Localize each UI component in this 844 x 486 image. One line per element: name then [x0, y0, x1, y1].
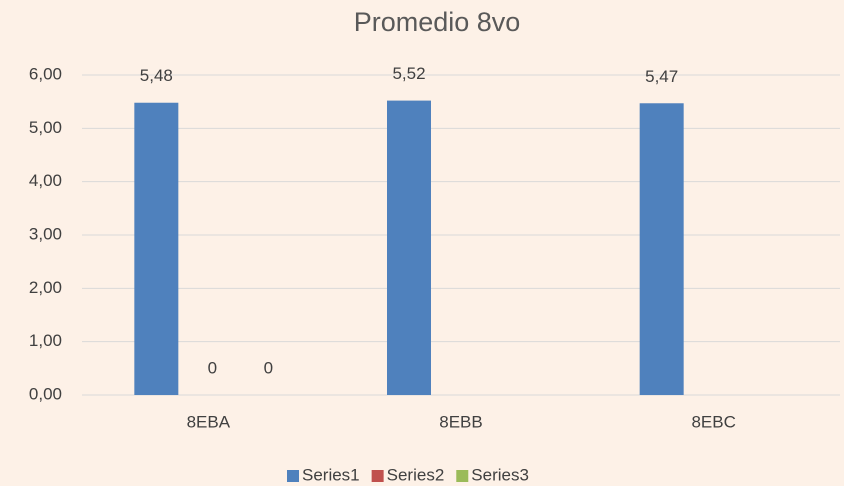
y-tick-label: 1,00 [29, 331, 62, 350]
x-tick-label: 8EBB [439, 412, 482, 431]
data-label: 5,52 [392, 64, 425, 83]
y-tick-label: 6,00 [29, 64, 62, 83]
legend-label: Series3 [471, 465, 529, 484]
data-label: 0 [264, 358, 273, 377]
y-tick-label: 3,00 [29, 224, 62, 243]
y-tick-label: 4,00 [29, 171, 62, 190]
legend-swatch [287, 470, 299, 482]
data-label: 0 [208, 358, 217, 377]
x-tick-label: 8EBA [187, 412, 231, 431]
y-tick-label: 5,00 [29, 118, 62, 137]
bar [387, 100, 431, 395]
y-tick-label: 2,00 [29, 278, 62, 297]
y-tick-label: 0,00 [29, 384, 62, 403]
x-tick-label: 8EBC [691, 412, 735, 431]
bar [639, 103, 684, 396]
chart-title: Promedio 8vo [354, 7, 521, 37]
bar [134, 102, 179, 395]
data-label: 5,48 [140, 66, 173, 85]
legend-swatch [371, 470, 384, 482]
legend-label: Series1 [302, 465, 360, 484]
legend-swatch [456, 470, 469, 482]
data-label: 5,47 [645, 67, 678, 86]
legend-label: Series2 [387, 465, 445, 484]
